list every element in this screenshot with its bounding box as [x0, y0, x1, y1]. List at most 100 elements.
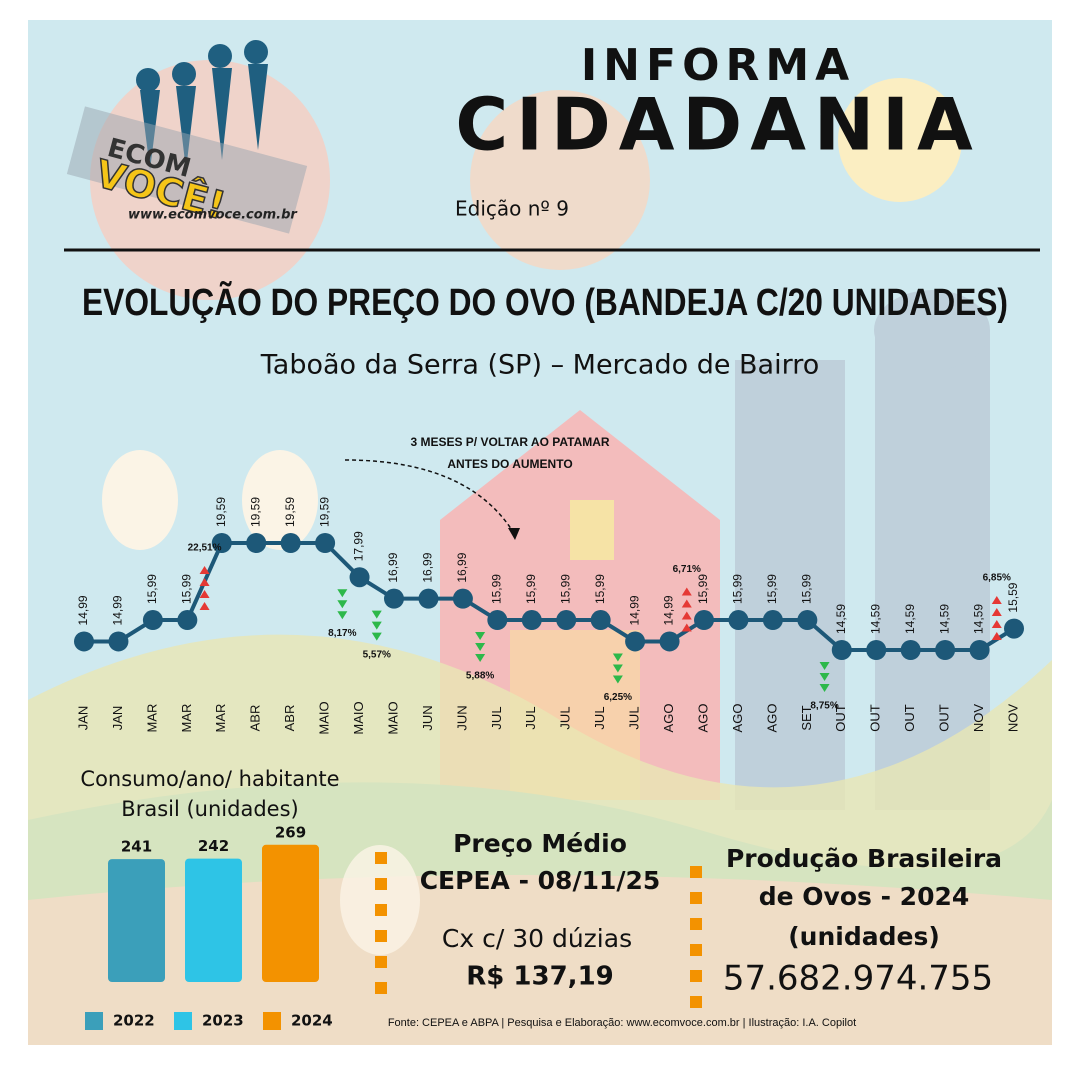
point [521, 610, 542, 631]
value-label: 14,99 [76, 595, 90, 625]
egg [242, 450, 318, 550]
point [74, 631, 94, 652]
change-arrow [612, 664, 623, 673]
change-arrow [475, 632, 486, 641]
logo-url: www.ecomvoce.com.br [128, 208, 298, 223]
value-label: 14,59 [868, 604, 882, 634]
value-label: 14,59 [903, 604, 917, 634]
change-arrow [371, 632, 382, 641]
x-tick-label: JUL [523, 706, 538, 729]
bar [185, 858, 242, 982]
x-tick-label: JUL [592, 706, 607, 729]
value-label: 14,59 [834, 604, 848, 634]
value-label: 15,99 [524, 574, 538, 604]
chart-subtitle: Taboão da Serra (SP) – Mercado de Bairro [260, 350, 820, 381]
x-tick-label: OUT [868, 704, 883, 732]
production-value: 57.682.974.755 [723, 959, 993, 999]
value-label: 15,99 [180, 574, 194, 604]
value-label: 16,99 [455, 552, 469, 582]
value-label: 17,99 [352, 531, 366, 561]
egg [340, 845, 420, 955]
x-tick-label: OUT [937, 704, 952, 732]
logo: ECOM VOCÊ! www.ecomvoce.com.br [66, 40, 308, 234]
value-label: 15,99 [593, 574, 607, 604]
value-label: 19,59 [248, 497, 262, 527]
source: Fonte: CEPEA e ABPA | Pesquisa e Elabora… [388, 1017, 856, 1029]
point [728, 610, 749, 631]
value-label: 14,59 [937, 604, 951, 634]
change-label: 6,25% [604, 692, 632, 703]
x-tick-label: ABR [282, 705, 297, 732]
x-tick-label: JUL [558, 706, 573, 729]
annotation: ANTES DO AUMENTO [447, 457, 572, 471]
change-arrow [371, 610, 382, 619]
egg [102, 450, 178, 550]
x-tick-label: JUN [454, 705, 469, 730]
point [831, 640, 852, 660]
change-label: 8,17% [328, 628, 356, 639]
x-tick-label: ABR [248, 705, 263, 732]
silo [735, 360, 845, 810]
point [625, 631, 646, 652]
x-tick-label: JUL [627, 706, 642, 729]
price-title: CEPEA - 08/11/25 [420, 866, 661, 895]
point [280, 533, 301, 553]
x-tick-label: NOV [1005, 704, 1020, 733]
value-label: 15,99 [765, 574, 779, 604]
silo [874, 290, 990, 370]
change-arrow [681, 587, 692, 596]
change-label: 22,51% [188, 543, 222, 554]
x-tick-label: JUL [489, 706, 504, 729]
value-label: 14,99 [627, 595, 641, 625]
bar [262, 844, 319, 982]
barn-window [570, 500, 614, 560]
legend-label: 2023 [202, 1012, 244, 1030]
bar-title: Brasil (unidades) [121, 797, 298, 821]
point [142, 610, 163, 631]
hen [470, 90, 650, 270]
x-tick-label: AGO [695, 704, 710, 733]
value-label: 241 [121, 838, 152, 856]
value-label: 15,99 [696, 574, 710, 604]
change-arrow [681, 623, 692, 632]
x-tick-label: MAIO [351, 701, 366, 734]
kicker: INFORMA [581, 40, 855, 91]
x-tick-label: OUT [902, 704, 917, 732]
legend-label: 2022 [113, 1012, 155, 1030]
value-label: 16,99 [386, 552, 400, 582]
x-tick-label: JUN [420, 705, 435, 730]
header-title: CIDADANIA [455, 83, 980, 167]
bar [108, 859, 165, 982]
x-tick-label: SET [799, 705, 814, 730]
point [349, 567, 370, 588]
price-line [84, 541, 1016, 652]
change-arrow [475, 643, 486, 652]
point [246, 533, 267, 553]
point [866, 640, 887, 660]
point [590, 610, 611, 631]
legend-swatch [174, 1012, 192, 1030]
change-arrow [991, 620, 1002, 628]
value-label: 15,99 [800, 574, 814, 604]
x-tick-label: JAN [110, 706, 125, 731]
change-arrow [371, 621, 382, 630]
legend-swatch [85, 1012, 103, 1030]
value-label: 15,99 [558, 574, 572, 604]
value-label: 269 [275, 823, 306, 841]
change-arrow [337, 600, 348, 609]
change-arrow [199, 590, 210, 599]
change-arrow [612, 675, 623, 684]
x-tick-label: MAR [213, 704, 228, 733]
x-tick-label: AGO [661, 704, 676, 733]
x-tick-label: MAR [179, 704, 194, 733]
bar-title: Consumo/ano/ habitante [80, 767, 339, 791]
change-label: 8,75% [810, 701, 838, 712]
point [315, 533, 336, 553]
value-label: 15,59 [1006, 582, 1020, 612]
sun [838, 78, 962, 202]
edition: Edição nº 9 [455, 197, 569, 221]
point [452, 588, 473, 609]
price-value: R$ 137,19 [466, 962, 614, 992]
change-arrow [475, 654, 486, 663]
annotation-arrow [344, 459, 516, 536]
